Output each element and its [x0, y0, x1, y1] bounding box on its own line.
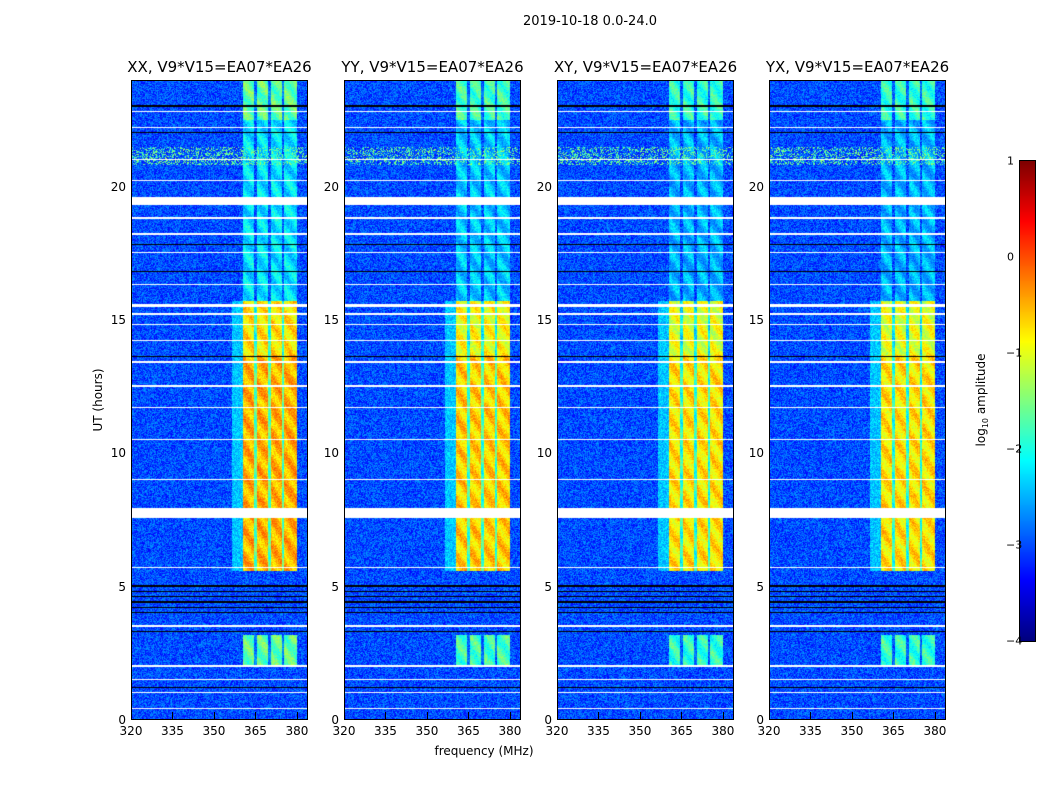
x-tick-mark: [131, 712, 132, 720]
y-tick-label: 10: [110, 446, 126, 461]
x-tick-label: 350: [415, 724, 439, 738]
x-tick-mark: [296, 712, 298, 720]
x-tick-label: 335: [161, 724, 184, 738]
colorbar-label-main: log: [973, 428, 988, 447]
spectrogram-panel-4: YX, V9*V15=EA07*EA26 320 335 350 365 380 0 5 10 1…: [749, 58, 949, 738]
x-tick-label: 335: [587, 724, 610, 738]
x-tick-label: 350: [628, 724, 652, 738]
y-tick-label: 5: [118, 579, 126, 594]
x-tick-mark: [213, 712, 215, 720]
x-tick-mark: [385, 712, 387, 720]
y-tick-label: 0: [118, 713, 126, 727]
colorbar-label-rest: amplitude: [973, 353, 988, 418]
x-tick-label: 380: [498, 724, 522, 738]
x-tick-label: 320: [119, 724, 143, 738]
y-tick-label: 5: [756, 579, 764, 594]
y-tick-label: 10: [323, 446, 339, 461]
y-tick-label: 0: [544, 713, 552, 727]
x-tick-mark: [639, 712, 641, 720]
x-tick-mark: [344, 712, 345, 720]
x-tick-mark: [255, 712, 257, 720]
y-tick-label: 5: [544, 579, 552, 594]
x-tick-mark: [810, 712, 812, 720]
y-tick-label: 20: [536, 179, 552, 194]
x-tick-label: 335: [374, 724, 397, 738]
y-tick-label: 15: [323, 313, 339, 327]
colorbar-tick-label: −1: [1006, 346, 1023, 360]
x-tick-mark: [426, 712, 428, 720]
x-axis-label: frequency (MHz): [434, 744, 534, 758]
y-tick-label: 15: [748, 313, 764, 327]
x-tick-mark: [557, 712, 558, 720]
colorbar-tick-label: −4: [1006, 634, 1023, 648]
y-tick-label: 20: [748, 179, 764, 194]
x-tick-label: 380: [923, 724, 947, 738]
x-tick-mark: [468, 712, 470, 720]
x-tick-label: 320: [545, 724, 569, 738]
spectrogram-panel-3: XY, V9*V15=EA07*EA26 320 335 350 365 380 0 5 10 1…: [537, 58, 737, 738]
x-tick-mark: [509, 712, 511, 720]
y-tick-label: 5: [331, 579, 339, 594]
colorbar-label: log10 amplitude: [974, 354, 990, 447]
x-tick-mark: [598, 712, 600, 720]
x-tick-label: 380: [711, 724, 735, 738]
y-tick-label: 10: [536, 446, 552, 461]
colorbar-tick-label: −2: [1006, 442, 1023, 456]
figure-title: 2019-10-18 0.0-24.0: [523, 14, 657, 29]
colorbar-tick-label: 0: [1007, 250, 1014, 264]
y-tick-label: 0: [331, 713, 339, 727]
x-tick-mark: [722, 712, 724, 720]
x-tick-label: 350: [202, 724, 226, 738]
x-tick-mark: [769, 712, 770, 720]
x-tick-mark: [681, 712, 683, 720]
x-tick-label: 320: [332, 724, 356, 738]
spectrogram-panel-2: YY, V9*V15=EA07*EA26 320 335 350 365 380 0 5 10 1…: [324, 58, 524, 738]
x-tick-mark: [893, 712, 895, 720]
colorbar-tick-label: −3: [1006, 538, 1023, 552]
x-tick-label: 365: [244, 724, 267, 738]
colorbar-tick-label: 1: [1007, 154, 1014, 168]
y-tick-label: 15: [110, 313, 126, 327]
heatmap-image: [769, 80, 946, 720]
x-tick-label: 365: [882, 724, 905, 738]
panel-title: YY, V9*V15=EA07*EA26: [341, 58, 524, 76]
heatmap-image: [344, 80, 521, 720]
y-tick-label: 20: [323, 179, 339, 194]
x-tick-label: 350: [840, 724, 864, 738]
x-tick-label: 335: [799, 724, 822, 738]
panel-title: YX, V9*V15=EA07*EA26: [765, 58, 950, 76]
colorbar-label-sub: 10: [981, 417, 991, 429]
x-tick-mark: [934, 712, 936, 720]
x-tick-label: 380: [285, 724, 309, 738]
panel-title: XY, V9*V15=EA07*EA26: [553, 58, 738, 76]
heatmap-image: [131, 80, 308, 720]
x-tick-mark: [172, 712, 174, 720]
panel-title: XX, V9*V15=EA07*EA26: [127, 58, 312, 76]
y-tick-label: 10: [748, 446, 764, 461]
y-tick-label: 15: [536, 313, 552, 327]
colorbar: [1019, 160, 1036, 642]
x-tick-label: 365: [457, 724, 480, 738]
y-tick-label: 20: [110, 179, 126, 194]
x-tick-label: 365: [670, 724, 693, 738]
spectrogram-panel-1: XX, V9*V15=EA07*EA26 320 335 350 365 380 0 5 10 1…: [111, 58, 312, 738]
x-tick-label: 320: [757, 724, 781, 738]
heatmap-image: [557, 80, 734, 720]
x-tick-mark: [851, 712, 853, 720]
y-tick-label: 0: [756, 713, 764, 727]
y-axis-label: UT (hours): [91, 368, 105, 432]
